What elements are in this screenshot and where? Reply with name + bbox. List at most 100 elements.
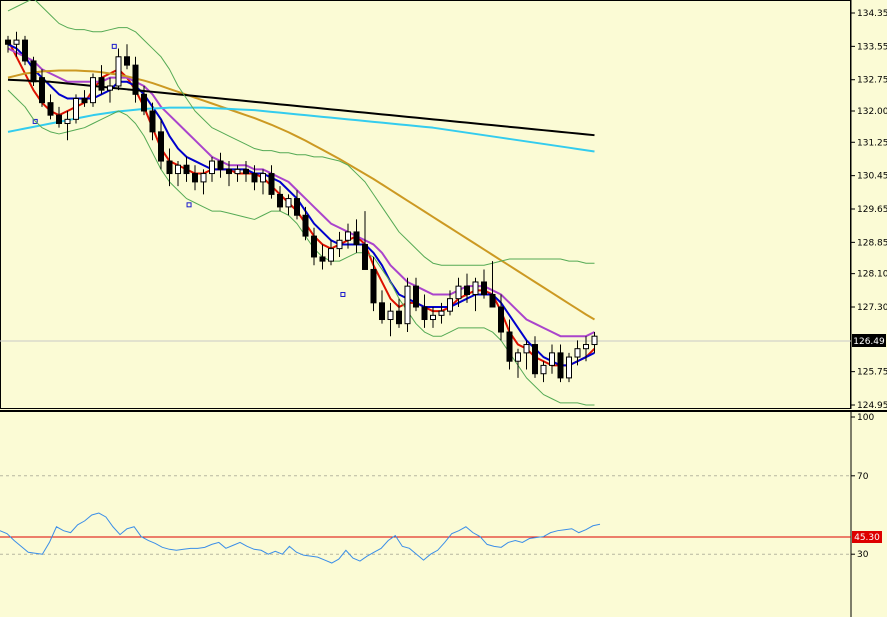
rsi-current-badge: 45.30 — [852, 531, 882, 543]
indicator-line — [7, 69, 596, 321]
candle-body — [481, 281, 487, 295]
candlesticks — [5, 31, 598, 383]
candle-body — [370, 268, 377, 304]
candle-body — [217, 160, 224, 170]
candle-body — [90, 77, 96, 104]
price-tick-label: 133.55 — [857, 42, 887, 52]
candle-body — [183, 164, 190, 175]
candle-body — [591, 335, 598, 346]
price-panel: 134.35 133.55 132.75 132.00 131.25 130.45 129.… — [0, 0, 887, 411]
price-tick-label: 128.10 — [857, 270, 887, 280]
price-tick-label: 134.35 — [857, 9, 887, 19]
candle-body — [243, 168, 249, 175]
candle-body — [124, 56, 130, 66]
candle-body — [455, 285, 462, 300]
candle-body — [73, 97, 79, 120]
candle-body — [413, 285, 419, 308]
candle-body — [379, 302, 385, 321]
candle-body — [311, 235, 317, 258]
price-tick-label: 125.75 — [857, 368, 887, 378]
price-axis-ticks: 134.35 133.55 132.75 132.00 131.25 130.45 129.… — [851, 9, 887, 411]
candle-body — [158, 131, 164, 162]
rsi-tick-label: 30 — [857, 550, 869, 560]
candle-body — [574, 348, 581, 358]
candle-body — [540, 364, 547, 375]
price-tick-label: 131.25 — [857, 138, 887, 148]
candle-body — [404, 285, 411, 325]
candle-body — [175, 164, 181, 175]
candle-body — [498, 306, 504, 333]
candle-body — [336, 239, 343, 250]
candle-body — [345, 231, 351, 241]
candle-body — [132, 64, 139, 95]
candle-body — [447, 298, 453, 312]
rsi-panel: 100 70 30 45.30 — [0, 412, 882, 617]
rsi-line — [0, 512, 601, 564]
candle-body — [566, 356, 572, 379]
candle-body — [515, 352, 521, 362]
candle-body — [396, 310, 402, 325]
price-tick-label: 132.00 — [857, 107, 887, 117]
candle-body — [362, 243, 368, 270]
rsi-current-badge-bg — [852, 531, 882, 543]
candle-body — [30, 60, 37, 83]
price-tick-label: 124.95 — [857, 401, 887, 411]
candle-body — [39, 77, 45, 104]
candle-body — [506, 331, 513, 362]
price-tick-label: 130.45 — [857, 172, 887, 182]
candle-body — [523, 344, 530, 354]
candle-body — [438, 310, 445, 316]
candle-body — [22, 39, 28, 62]
candle-body — [430, 314, 436, 321]
candle-body — [64, 118, 71, 125]
candle-body — [353, 231, 360, 245]
candle-body — [98, 77, 105, 91]
candle-body — [532, 344, 538, 375]
candle-body — [47, 102, 54, 116]
candle-body — [260, 173, 266, 183]
indicator-line — [7, 89, 595, 406]
candle-body — [5, 39, 11, 45]
rsi-tick-label: 100 — [857, 413, 874, 423]
indicator-line — [7, 0, 595, 266]
rsi-tick-label: 70 — [857, 472, 869, 482]
candle-body — [13, 39, 20, 45]
indicator-line — [7, 106, 595, 153]
channel-anchor — [111, 43, 117, 49]
candle-body — [277, 193, 283, 208]
current-price-label: 126.49 — [853, 337, 885, 347]
candle-body — [166, 160, 173, 175]
candle-body — [226, 168, 232, 175]
candle-body — [549, 352, 555, 366]
candle-body — [294, 198, 300, 216]
rsi-level-lines — [0, 475, 851, 555]
candle-body — [81, 97, 88, 104]
candle-body — [234, 168, 241, 175]
candle-body — [583, 344, 589, 350]
candle-body — [107, 85, 113, 91]
candle-body — [141, 93, 147, 112]
candle-body — [192, 173, 198, 183]
candle-body — [302, 214, 309, 237]
channel-anchor — [340, 291, 346, 297]
candle-body — [149, 110, 156, 133]
candle-body — [56, 114, 62, 125]
candle-body — [115, 56, 122, 87]
rsi-current-label: 45.30 — [854, 533, 880, 543]
current-price-badge-bg — [852, 334, 886, 347]
indicator-line — [7, 39, 596, 367]
candle-body — [285, 198, 292, 208]
candle-body — [489, 293, 496, 308]
price-tick-label: 128.85 — [857, 238, 887, 248]
candle-body — [464, 285, 470, 295]
indicator-lines — [7, 0, 596, 406]
channel-anchor — [186, 202, 192, 208]
candle-body — [200, 173, 207, 183]
candle-body — [387, 310, 394, 321]
candle-body — [472, 281, 479, 295]
candle-body — [251, 173, 258, 183]
candle-body — [557, 352, 564, 379]
price-tick-label: 129.65 — [857, 205, 887, 215]
indicator-line — [7, 78, 595, 137]
indicator-line — [7, 43, 595, 367]
